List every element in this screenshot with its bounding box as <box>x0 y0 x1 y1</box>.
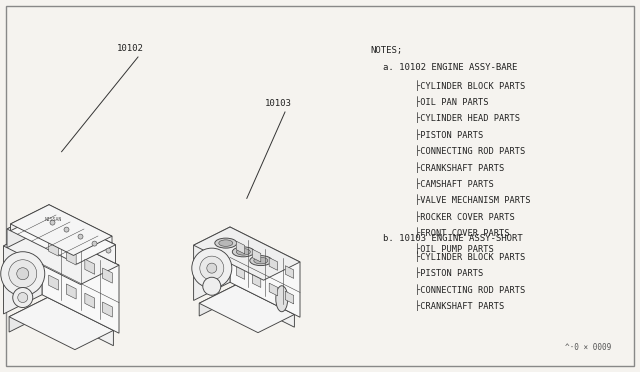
Polygon shape <box>236 285 294 327</box>
Polygon shape <box>67 250 76 265</box>
Text: ├CONNECTING ROD PARTS: ├CONNECTING ROD PARTS <box>415 145 525 156</box>
Ellipse shape <box>254 257 268 264</box>
Polygon shape <box>10 205 49 231</box>
Polygon shape <box>285 291 294 304</box>
Polygon shape <box>10 205 112 256</box>
Polygon shape <box>49 241 58 256</box>
Polygon shape <box>199 285 236 316</box>
Polygon shape <box>252 275 261 288</box>
Text: ├VALVE MECHANISM PARTS: ├VALVE MECHANISM PARTS <box>415 195 530 205</box>
Circle shape <box>207 263 217 273</box>
Circle shape <box>203 277 221 295</box>
Text: ^·0 × 0009: ^·0 × 0009 <box>565 343 611 352</box>
Ellipse shape <box>236 248 250 255</box>
Polygon shape <box>85 259 95 274</box>
Text: b. 10103 ENGINE ASSY-SHORT: b. 10103 ENGINE ASSY-SHORT <box>383 234 522 243</box>
Polygon shape <box>3 227 42 314</box>
Text: a. 10102 ENGINE ASSY-BARE: a. 10102 ENGINE ASSY-BARE <box>383 63 517 72</box>
Polygon shape <box>67 284 76 299</box>
Text: ├FRONT COVER PARTS: ├FRONT COVER PARTS <box>415 227 509 238</box>
Text: ├CYLINDER HEAD PARTS: ├CYLINDER HEAD PARTS <box>415 113 520 124</box>
Circle shape <box>17 268 29 280</box>
Circle shape <box>18 292 28 302</box>
Text: 10102: 10102 <box>116 44 143 53</box>
Ellipse shape <box>219 240 233 246</box>
Text: NOTES;: NOTES; <box>370 46 402 55</box>
Text: ├CYLINDER BLOCK PARTS: ├CYLINDER BLOCK PARTS <box>415 251 525 262</box>
Text: 10103: 10103 <box>264 99 291 108</box>
Circle shape <box>1 252 45 296</box>
Circle shape <box>64 227 69 232</box>
Polygon shape <box>102 268 113 283</box>
Polygon shape <box>9 298 113 350</box>
Polygon shape <box>42 227 119 333</box>
Text: ├PISTON PARTS: ├PISTON PARTS <box>415 129 483 140</box>
Text: ├OIL PAN PARTS: ├OIL PAN PARTS <box>415 96 488 107</box>
Polygon shape <box>193 227 300 280</box>
Polygon shape <box>9 298 47 332</box>
Polygon shape <box>85 293 95 308</box>
Text: ├CONNECTING ROD PARTS: ├CONNECTING ROD PARTS <box>415 284 525 295</box>
Polygon shape <box>49 275 58 290</box>
Circle shape <box>92 241 97 246</box>
Polygon shape <box>285 266 294 278</box>
Text: ├CYLINDER BLOCK PARTS: ├CYLINDER BLOCK PARTS <box>415 80 525 91</box>
Polygon shape <box>252 249 261 262</box>
Circle shape <box>13 288 33 308</box>
Text: NISSAN: NISSAN <box>45 217 62 221</box>
Polygon shape <box>236 241 244 254</box>
Circle shape <box>200 256 224 280</box>
Polygon shape <box>45 210 115 263</box>
Polygon shape <box>230 227 300 317</box>
Polygon shape <box>47 298 113 346</box>
Polygon shape <box>269 283 278 296</box>
Polygon shape <box>269 258 278 270</box>
Circle shape <box>192 248 232 288</box>
Ellipse shape <box>276 286 288 312</box>
Text: ├CRANKSHAFT PARTS: ├CRANKSHAFT PARTS <box>415 300 504 311</box>
Polygon shape <box>102 302 113 317</box>
Polygon shape <box>7 210 45 248</box>
Polygon shape <box>7 210 115 264</box>
Ellipse shape <box>250 256 272 266</box>
Polygon shape <box>199 285 294 333</box>
Circle shape <box>78 234 83 239</box>
Polygon shape <box>193 227 230 301</box>
Circle shape <box>50 220 55 225</box>
Circle shape <box>106 248 111 253</box>
Circle shape <box>9 260 36 288</box>
Polygon shape <box>49 205 112 243</box>
Text: ├ROCKER COVER PARTS: ├ROCKER COVER PARTS <box>415 211 515 222</box>
Polygon shape <box>236 267 244 279</box>
Text: ├PISTON PARTS: ├PISTON PARTS <box>415 267 483 278</box>
Text: ├CAMSHAFT PARTS: ├CAMSHAFT PARTS <box>415 178 493 189</box>
Text: ├OIL PUMP PARTS: ├OIL PUMP PARTS <box>415 244 493 254</box>
Ellipse shape <box>215 238 237 248</box>
Ellipse shape <box>232 247 254 257</box>
Polygon shape <box>3 227 119 285</box>
Text: ├CRANKSHAFT PARTS: ├CRANKSHAFT PARTS <box>415 162 504 173</box>
